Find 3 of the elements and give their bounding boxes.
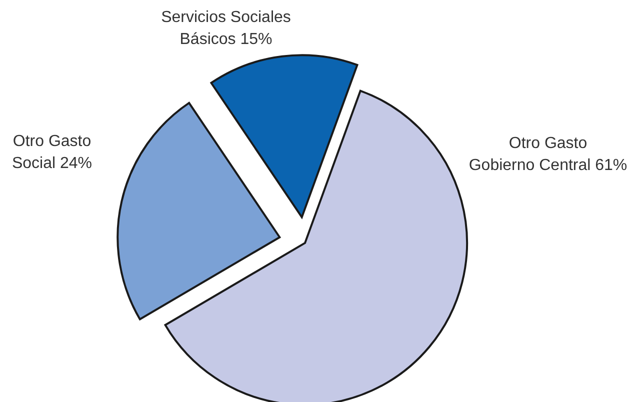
slice-label: Servicios Sociales Básicos 15% (161, 9, 291, 48)
slice-label: Otro Gasto Gobierno Central 61% (468, 135, 628, 174)
slice-label: Otro Gasto Social 24% (12, 133, 92, 172)
